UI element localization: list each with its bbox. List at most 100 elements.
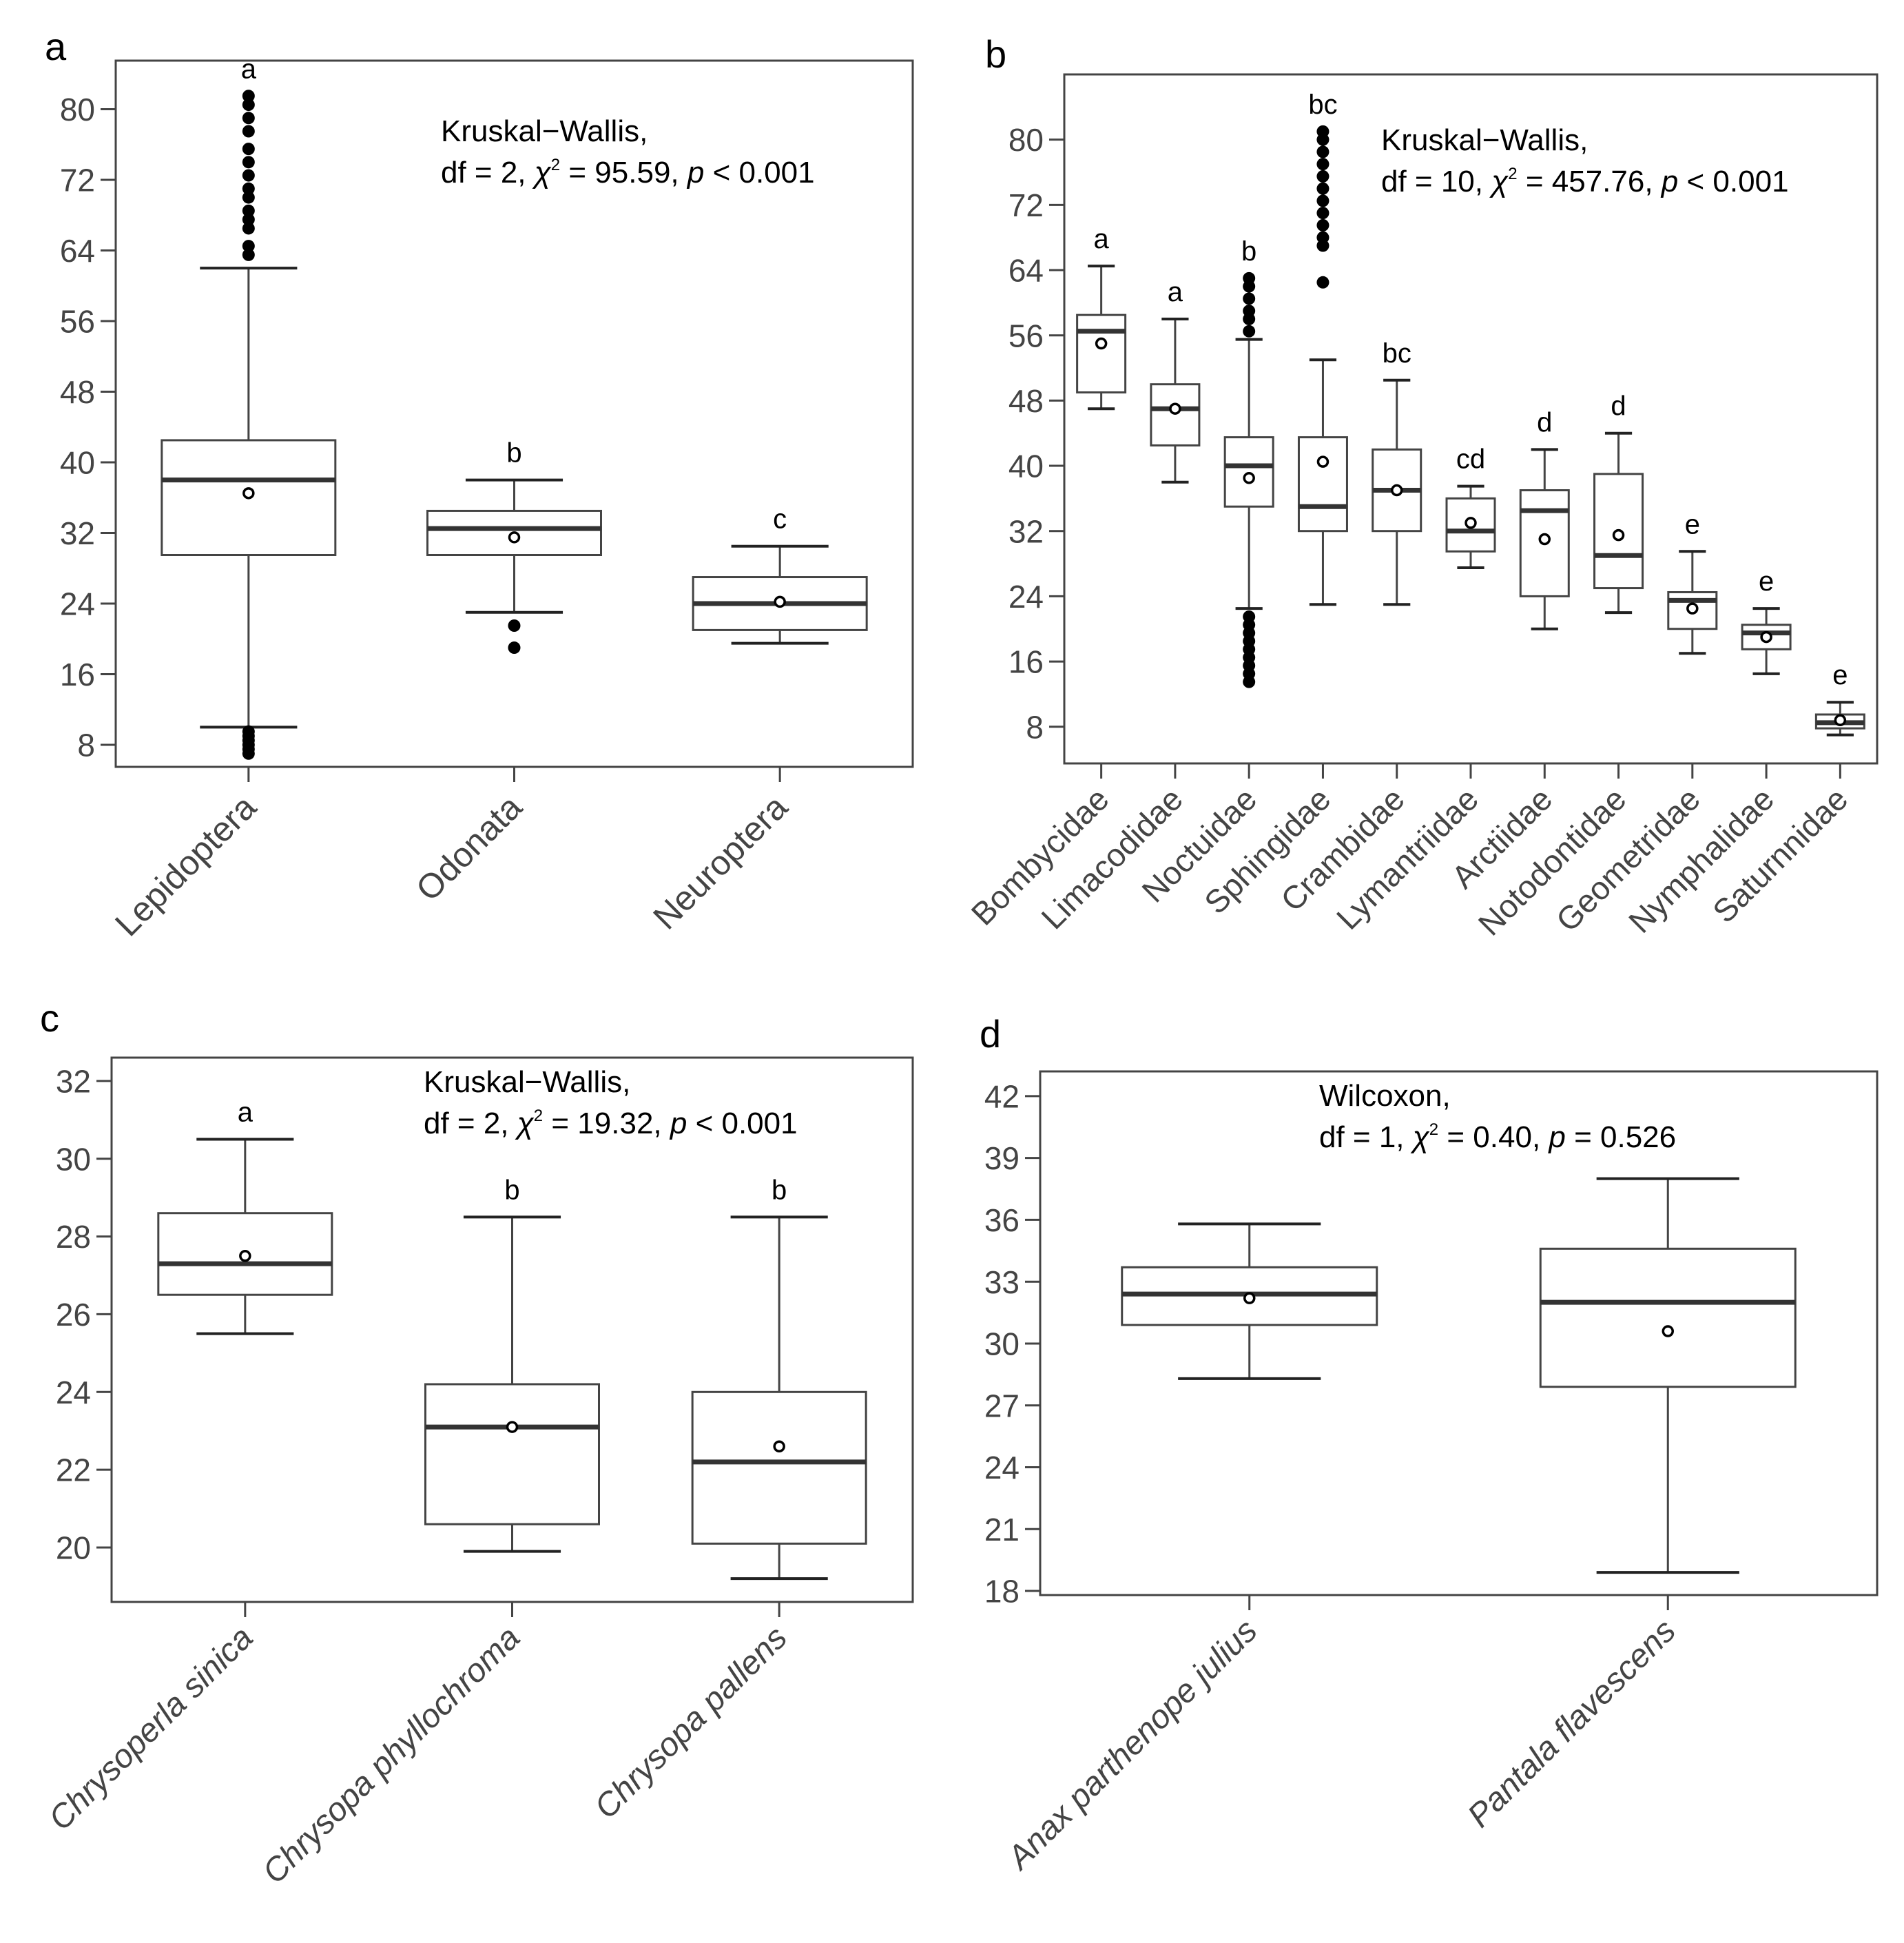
panel-a-chi-symbol: χ xyxy=(532,156,552,189)
panel-b-mean-marker xyxy=(1095,337,1108,350)
panel-c-test-stats: df = 2, χ2 = 19.32, p < 0.001 xyxy=(424,1107,798,1140)
panel-c-mean-marker xyxy=(773,1440,785,1453)
panel-b-group-letter: a xyxy=(1094,224,1110,254)
panel-d-chi-value: = 0.40, xyxy=(1438,1120,1549,1154)
panel-d-y-tick-label: 18 xyxy=(984,1574,1020,1610)
panel-a-group-letter: a xyxy=(241,54,257,84)
panel-b-y-tick-label: 40 xyxy=(1008,449,1044,484)
panel-b-outlier-point xyxy=(1243,610,1256,623)
panel-d-box xyxy=(1539,1247,1797,1388)
panel-d-df: df = 1, xyxy=(1319,1120,1413,1154)
panel-b-mean-marker xyxy=(1169,402,1181,415)
panel-a-chi-value: = 95.59, xyxy=(560,156,687,189)
panel-b-group-letter: bc xyxy=(1383,338,1411,369)
panel-a-outlier-point xyxy=(242,204,255,217)
panel-b-mean-marker xyxy=(1760,630,1772,644)
panel-b-box xyxy=(1223,436,1274,508)
panel-b-y-tick-label: 64 xyxy=(1008,253,1044,289)
panel-d-y-tick-label: 33 xyxy=(984,1264,1020,1300)
panel-d-y-tick-label: 36 xyxy=(984,1202,1020,1238)
panel-a-y-tick-label: 56 xyxy=(60,304,95,340)
panel-b-y-tick-label: 8 xyxy=(1026,709,1044,745)
panel-a-outlier-point xyxy=(242,222,255,235)
panel-b-outlier-point xyxy=(1316,125,1329,138)
panel-d-y-tick-label: 24 xyxy=(984,1450,1020,1485)
panel-b-outlier-point xyxy=(1316,207,1329,220)
panel-b-group-letter: cd xyxy=(1456,444,1485,475)
panel-b-group-letter: e xyxy=(1759,566,1774,597)
panel-c-y-tick-label: 22 xyxy=(56,1452,91,1488)
panel-c-y-tick-label: 24 xyxy=(56,1375,91,1410)
panel-c-label: c xyxy=(40,996,59,1040)
panel-a-outlier-point xyxy=(242,725,255,738)
panel-a-y-tick-label: 16 xyxy=(60,657,95,692)
panel-d-test-stats: df = 1, χ2 = 0.40, p = 0.526 xyxy=(1319,1120,1676,1154)
panel-c-group-letter: b xyxy=(504,1175,519,1205)
panel-b-mean-marker xyxy=(1538,533,1551,546)
panel-a-p-symbol: p xyxy=(686,156,704,189)
panel-d-y-tick-label: 21 xyxy=(984,1512,1020,1548)
panel-a-group-letter: b xyxy=(506,438,521,469)
panel-d-chi-symbol: χ xyxy=(1410,1120,1430,1154)
panel-a-mean-marker xyxy=(774,595,786,608)
panel-a-y-tick-label: 64 xyxy=(60,233,95,269)
panel-a-y-tick-label: 80 xyxy=(60,92,95,127)
panel-c-test-name: Kruskal−Wallis, xyxy=(424,1065,630,1099)
panel-b-p-symbol: p xyxy=(1660,165,1678,198)
panel-b-mean-marker xyxy=(1390,484,1403,497)
panel-b-mean-marker xyxy=(1465,517,1477,529)
panel-d-y-tick-label: 27 xyxy=(984,1388,1020,1423)
panel-b-test-stats: df = 10, χ2 = 457.76, p < 0.001 xyxy=(1381,165,1789,198)
panel-a-y-tick-label: 32 xyxy=(60,515,95,551)
panel-c-p-symbol: p xyxy=(669,1107,687,1140)
panel-a-outlier-point xyxy=(242,112,255,125)
panel-d-p-symbol: p xyxy=(1547,1120,1565,1154)
panel-c-mean-marker xyxy=(506,1421,519,1433)
panel-b-box xyxy=(1593,473,1644,590)
panel-a-outlier-point xyxy=(242,90,255,103)
panel-b-y-tick-label: 72 xyxy=(1008,187,1044,223)
panel-d-label: d xyxy=(980,1012,1001,1056)
panel-b-df: df = 10, xyxy=(1381,165,1491,198)
panel-b-group-letter: e xyxy=(1832,660,1848,690)
panel-a-y-tick-label: 24 xyxy=(60,586,95,622)
panel-d-plot-frame xyxy=(1039,1070,1879,1596)
panel-c-group-letter: a xyxy=(238,1098,253,1128)
panel-b-outlier-point xyxy=(1316,194,1329,207)
panel-c-box xyxy=(691,1390,867,1545)
panel-a-outlier-point xyxy=(242,213,255,226)
panel-d-mean-marker xyxy=(1243,1292,1256,1304)
panel-d-y-tick-label: 30 xyxy=(984,1326,1020,1362)
panel-d-chi-superscript: 2 xyxy=(1429,1120,1438,1139)
panel-b-outlier-point xyxy=(1316,218,1329,232)
panel-c-box xyxy=(424,1383,600,1525)
panel-a-mean-marker xyxy=(508,531,521,544)
panel-b-y-tick-label: 32 xyxy=(1008,513,1044,549)
panel-a-outlier-point xyxy=(508,641,521,655)
panel-a-outlier-point xyxy=(242,156,255,169)
panel-a-test-stats: df = 2, χ2 = 95.59, p < 0.001 xyxy=(441,156,815,189)
panel-b-outlier-point xyxy=(1316,231,1329,244)
panel-c-y-tick-label: 26 xyxy=(56,1297,91,1333)
panel-d-test-name: Wilcoxon, xyxy=(1319,1079,1451,1113)
panel-d-y-tick-label: 39 xyxy=(984,1140,1020,1176)
panel-a-y-tick-label: 72 xyxy=(60,163,95,198)
panel-c-df: df = 2, xyxy=(424,1107,517,1140)
panel-d-y-tick-label: 42 xyxy=(984,1078,1020,1114)
panel-a-outlier-point xyxy=(242,191,255,204)
panel-b-y-tick-label: 16 xyxy=(1008,644,1044,680)
panel-b-mean-marker xyxy=(1834,714,1847,727)
panel-a-mean-marker xyxy=(242,487,255,500)
panel-b-y-tick-label: 56 xyxy=(1008,318,1044,353)
panel-a-outlier-point xyxy=(508,619,521,632)
panel-a-y-tick-label: 48 xyxy=(60,374,95,410)
panel-c-chi-superscript: 2 xyxy=(534,1107,543,1125)
panel-c-p-value: < 0.001 xyxy=(687,1107,797,1140)
panel-a-chi-superscript: 2 xyxy=(551,156,560,174)
panel-b-outlier-point xyxy=(1243,325,1256,338)
panel-b-mean-marker xyxy=(1316,455,1329,468)
panel-a-label: a xyxy=(45,25,67,68)
panel-c-y-tick-label: 32 xyxy=(56,1063,91,1099)
panel-b-y-tick-label: 24 xyxy=(1008,579,1044,615)
